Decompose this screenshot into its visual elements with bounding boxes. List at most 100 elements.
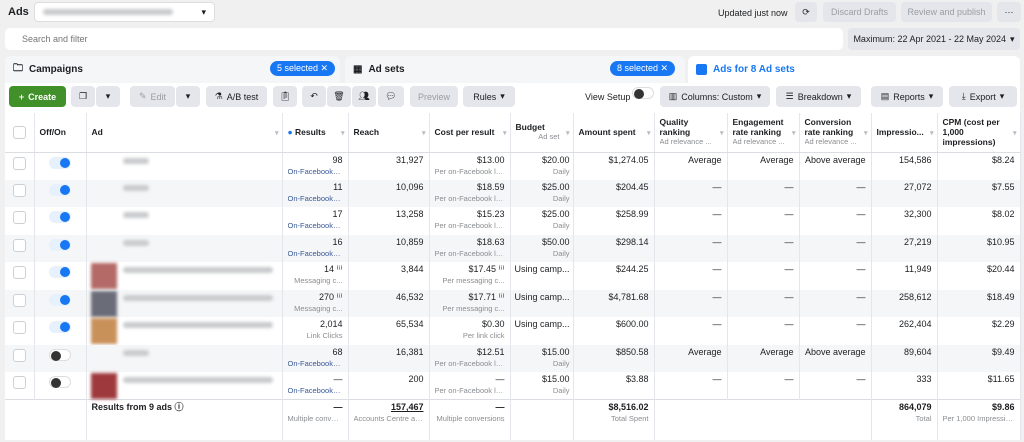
discard-drafts-button[interactable]: Discard Drafts <box>823 2 896 22</box>
ad-name[interactable] <box>86 179 283 207</box>
table-row[interactable]: 270 ⁽ⁱ⁾ Messaging c... 46,532 $17.71 ⁽ⁱ⁾ P… <box>5 289 1021 317</box>
ad-name[interactable] <box>86 262 283 290</box>
column-header[interactable]: Amount spent ▾ <box>573 113 655 153</box>
create-button[interactable]: + Create <box>9 86 66 107</box>
duplicate-button[interactable]: ❐ <box>71 86 95 107</box>
row-checkbox[interactable] <box>5 207 35 235</box>
column-header[interactable]: Conversion rate ranking Ad relevance ... ▾ <box>799 113 872 153</box>
refresh-icon: ⟳ <box>802 6 810 17</box>
sort-icon[interactable]: ▾ <box>565 130 570 137</box>
export-button[interactable]: ⤓ Export ▾ <box>949 86 1017 107</box>
sort-icon[interactable]: ▾ <box>502 130 507 137</box>
ad-name[interactable] <box>86 234 283 262</box>
ad-name[interactable] <box>86 344 283 372</box>
adsets-selected-badge[interactable]: 8 selected ✕ <box>610 61 676 76</box>
ad-toggle[interactable] <box>34 372 87 400</box>
ad-name[interactable] <box>86 372 283 400</box>
pencil-icon: ✎ <box>138 91 147 101</box>
table-row[interactable]: 17 On-Facebook l... 13,258 $15.23 Per on-F… <box>5 207 1021 235</box>
duplicate-dropdown[interactable]: ▾ <box>96 86 120 107</box>
row-checkbox[interactable] <box>5 179 35 207</box>
table-row[interactable]: 68 On-Facebook l... 16,381 $12.51 Per on-F… <box>5 344 1021 372</box>
columns-button[interactable]: ▥ Columns: Custom ▾ <box>660 86 770 107</box>
ad-toggle[interactable] <box>34 234 87 262</box>
table-row[interactable]: 16 On-Facebook l... 10,859 $18.63 Per on-F… <box>5 234 1021 262</box>
audience-button[interactable]: 👥︎ <box>352 86 376 107</box>
sort-icon[interactable]: ▾ <box>646 130 651 137</box>
tab-ad-sets[interactable]: ▦ Ad sets 8 selected ✕ <box>345 56 685 83</box>
rules-button[interactable]: Rules ▾ <box>463 86 515 107</box>
undo-button[interactable]: ↶ <box>302 86 326 107</box>
table-row[interactable]: 14 ⁽ⁱ⁾ Messaging c... 3,844 $17.45 ⁽ⁱ⁾ Per… <box>5 262 1021 290</box>
sort-icon[interactable]: ▾ <box>929 130 934 137</box>
cost-per-result-cell: $12.51 Per on-Facebook lea... <box>429 344 511 372</box>
engagement-ranking-cell: — <box>727 372 800 400</box>
ad-name[interactable] <box>86 152 283 180</box>
sort-icon[interactable]: ▾ <box>340 130 345 137</box>
row-checkbox[interactable] <box>5 317 35 345</box>
view-setup-toggle[interactable] <box>632 87 654 99</box>
column-header[interactable]: Off/On <box>34 113 87 153</box>
row-checkbox[interactable] <box>5 262 35 290</box>
sort-icon[interactable]: ▾ <box>274 130 279 137</box>
ad-toggle[interactable] <box>34 152 87 180</box>
review-publish-button[interactable]: Review and publish <box>901 2 992 22</box>
campaigns-selected-badge[interactable]: 5 selected ✕ <box>270 61 336 76</box>
account-selector[interactable]: ▾ <box>34 2 215 22</box>
column-header[interactable]: Impressio... ▾ <box>871 113 938 153</box>
ab-test-button[interactable]: ⚗ A/B test <box>206 86 267 107</box>
table-row[interactable]: 98 On-Facebook l... 31,927 $13.00 Per on-F… <box>5 152 1021 180</box>
conversion-ranking-cell: Above average <box>799 344 872 372</box>
table-row[interactable]: 11 On-Facebook l... 10,096 $18.59 Per on-F… <box>5 179 1021 207</box>
column-header[interactable]: ● Results ▾ <box>282 113 349 153</box>
date-range-picker[interactable]: Maximum: 22 Apr 2021 - 22 May 2024 ▾ <box>848 28 1020 50</box>
column-header[interactable]: Budget Ad set ▾ <box>510 113 574 153</box>
column-header[interactable]: Ad ▾ <box>86 113 283 153</box>
comment-button[interactable]: 💬︎ <box>378 86 404 107</box>
breakdown-button[interactable]: ☰ Breakdown ▾ <box>776 86 861 107</box>
row-checkbox[interactable] <box>5 289 35 317</box>
ad-toggle[interactable] <box>34 207 87 235</box>
row-checkbox[interactable] <box>5 234 35 262</box>
delete-button[interactable]: 🗑︎ <box>327 86 351 107</box>
clipboard-button[interactable]: 📋︎ <box>273 86 297 107</box>
preview-button[interactable]: Preview <box>410 86 458 107</box>
row-checkbox[interactable] <box>5 344 35 372</box>
more-options-button[interactable]: ··· <box>997 2 1021 22</box>
amount-spent-cell: $1,274.05 <box>573 152 655 180</box>
sort-icon[interactable]: ▾ <box>1012 130 1017 137</box>
search-input[interactable] <box>5 28 843 50</box>
ad-name[interactable] <box>86 207 283 235</box>
ad-toggle[interactable] <box>34 179 87 207</box>
table-row[interactable]: 2,014 Link Clicks 65,534 $0.30 Per link cl… <box>5 317 1021 345</box>
sort-icon[interactable]: ▾ <box>421 130 426 137</box>
refresh-button[interactable]: ⟳ <box>795 2 817 22</box>
ad-name[interactable] <box>86 317 283 345</box>
reports-button[interactable]: ▤ Reports ▾ <box>871 86 943 107</box>
select-all[interactable] <box>5 113 35 153</box>
sort-icon[interactable]: ▾ <box>719 130 724 137</box>
ad-toggle[interactable] <box>34 317 87 345</box>
ad-toggle[interactable] <box>34 344 87 372</box>
ad-thumbnail <box>90 290 117 317</box>
sort-icon[interactable]: ▾ <box>791 130 796 137</box>
column-header[interactable]: Engagement rate ranking Ad relevance ... ▾ <box>727 113 800 153</box>
ad-name[interactable] <box>86 289 283 317</box>
row-checkbox[interactable] <box>5 152 35 180</box>
sort-icon[interactable]: ▾ <box>863 130 868 137</box>
column-header[interactable]: Reach ▾ <box>348 113 430 153</box>
tab-ads[interactable]: Ads for 8 Ad sets <box>688 56 1020 83</box>
amount-spent-cell: $204.45 <box>573 179 655 207</box>
clipboard-icon: 📋︎ <box>279 91 291 101</box>
amount-spent-cell: $4,781.68 <box>573 289 655 317</box>
column-header[interactable]: CPM (cost per 1,000 impressions) ▾ <box>937 113 1021 153</box>
tab-campaigns[interactable]: 🗀 Campaigns 5 selected ✕ <box>5 56 340 83</box>
column-header[interactable]: Quality ranking Ad relevance ... ▾ <box>654 113 728 153</box>
table-row[interactable]: — On-Facebook l... 200 — Per on-Facebook l… <box>5 372 1021 400</box>
edit-button[interactable]: ✎ Edit <box>130 86 175 107</box>
edit-dropdown[interactable]: ▾ <box>176 86 200 107</box>
row-checkbox[interactable] <box>5 372 35 400</box>
ad-toggle[interactable] <box>34 262 87 290</box>
ad-toggle[interactable] <box>34 289 87 317</box>
column-header[interactable]: Cost per result ▾ <box>429 113 511 153</box>
